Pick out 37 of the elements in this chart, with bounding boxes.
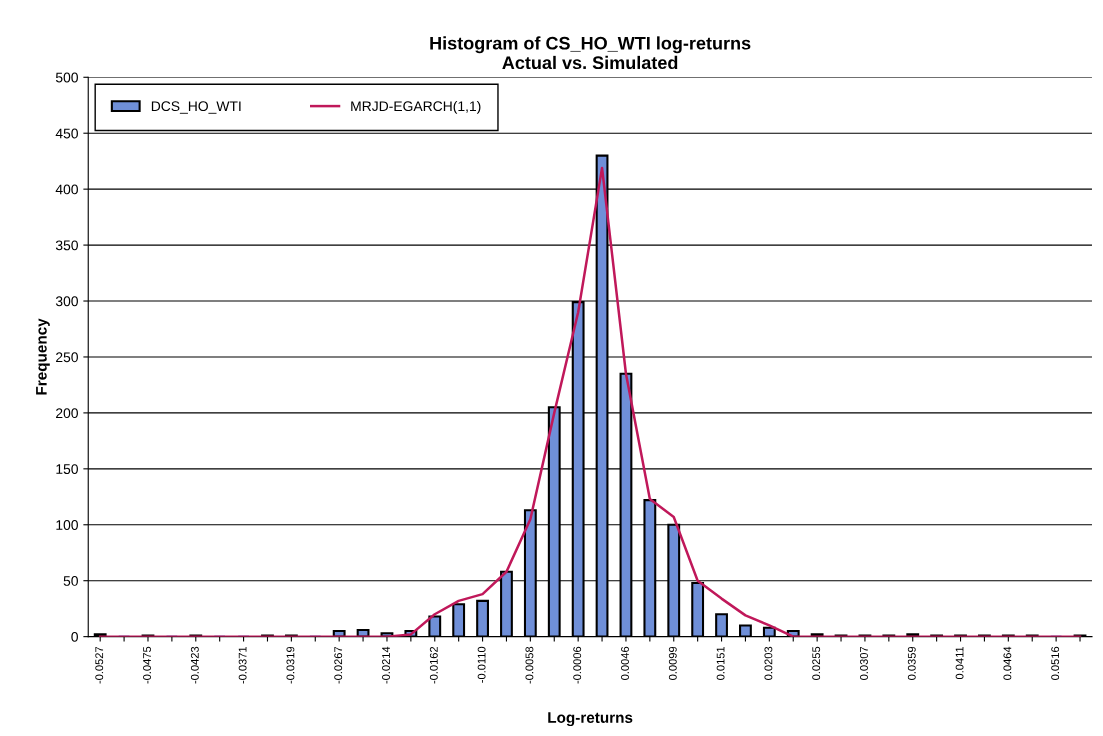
y-tick-label: 450 bbox=[55, 128, 78, 139]
x-tick-label: -0.0110 bbox=[477, 646, 486, 683]
x-tick-label: 0.0307 bbox=[860, 646, 868, 680]
x-tick-label: -0.0214 bbox=[382, 646, 390, 684]
x-tick-label: -0.0371 bbox=[238, 646, 247, 684]
x-tick-label: 0.0099 bbox=[668, 646, 677, 680]
x-tick-label: -0.0058 bbox=[525, 646, 534, 684]
chart-title: Histogram of CS_HO_WTI log-returns Actual vs. Simulated bbox=[430, 36, 751, 70]
x-tick-label: -0.0423 bbox=[190, 646, 199, 684]
y-tick-label: 150 bbox=[56, 464, 78, 474]
x-tick-label: 0.0359 bbox=[907, 646, 916, 680]
x-tick-label: 0.0516 bbox=[1051, 646, 1060, 680]
x-tick-label: -0.0475 bbox=[143, 646, 151, 684]
x-tick-label: 0.0046 bbox=[621, 646, 629, 680]
x-tick-label: -0.0319 bbox=[286, 646, 295, 684]
x-tick-label: 0.0151 bbox=[716, 646, 725, 680]
y-tick-label: 350 bbox=[55, 240, 78, 251]
x-axis-title: Log-returns bbox=[548, 712, 633, 727]
legend-label: DCS_HO_WTI bbox=[151, 101, 241, 114]
x-tick-label: -0.0267 bbox=[334, 646, 343, 684]
x-tick-label: 0.0255 bbox=[812, 646, 821, 680]
y-tick-label: 300 bbox=[55, 296, 78, 307]
x-tick-label: -0.0162 bbox=[429, 646, 438, 684]
x-tick-label: 0.0464 bbox=[1003, 646, 1012, 680]
x-tick-label: 0.0203 bbox=[764, 646, 773, 680]
y-tick-label: 400 bbox=[55, 184, 78, 195]
legend-label: MRJD-EGARCH(1,1) bbox=[351, 100, 481, 114]
x-tick-label: -0.0006 bbox=[573, 646, 582, 684]
x-tick-label: 0.0411 bbox=[955, 646, 964, 680]
y-tick-label: 200 bbox=[56, 408, 78, 419]
y-tick-label: 100 bbox=[56, 520, 78, 530]
y-tick-label: 250 bbox=[56, 352, 78, 363]
y-axis-title: Frequency bbox=[36, 318, 50, 395]
x-tick-label: -0.0527 bbox=[95, 646, 104, 684]
y-tick-label: 500 bbox=[55, 72, 78, 83]
y-tick-label: 50 bbox=[63, 576, 78, 586]
y-tick-label: 0 bbox=[71, 631, 78, 642]
